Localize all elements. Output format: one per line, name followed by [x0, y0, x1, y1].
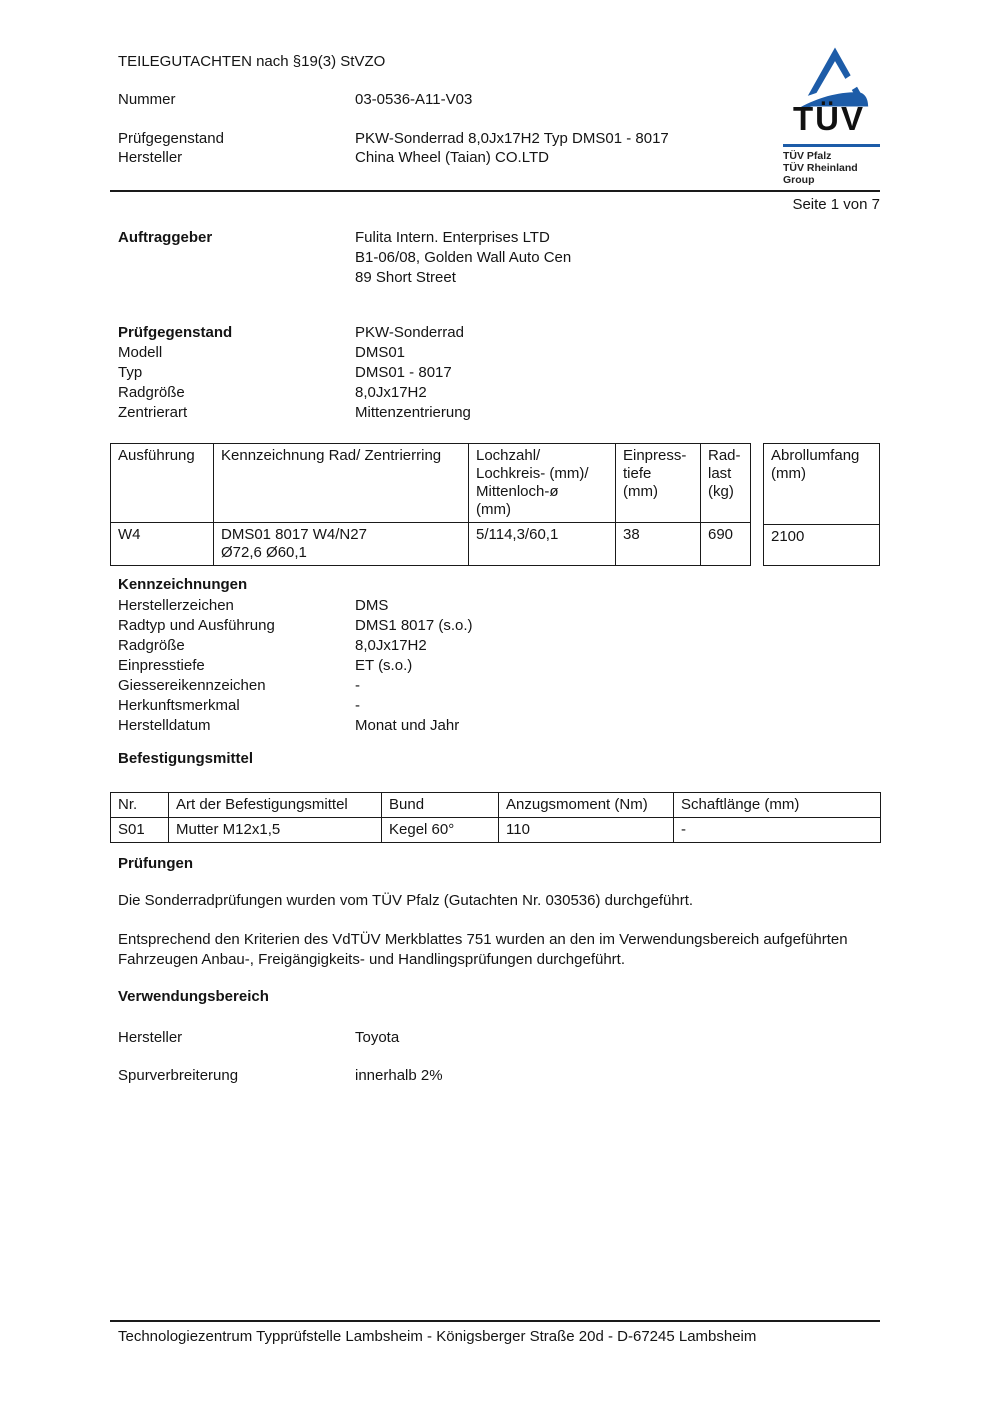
row-value: Mittenzentrierung [355, 404, 471, 421]
header-pruefgegenstand-row: Prüfgegenstand PKW-Sonderrad 8,0Jx17H2 Ty… [118, 129, 882, 149]
row-label: Prüfgegenstand [118, 324, 233, 341]
fastener-col-anzugsmoment: Anzugsmoment (Nm) [498, 792, 674, 818]
cell-einpresstiefe: 38 [615, 522, 701, 566]
pruefungen-heading: Prüfungen [118, 855, 193, 872]
nummer-value: 03-0536-A11-V03 [355, 91, 473, 108]
kennzeichnungen-heading: Kennzeichnungen [118, 576, 248, 593]
row-label: Modell [118, 344, 163, 361]
cell-abrollumfang: 2100 [763, 523, 880, 567]
row-value: ET (s.o.) [355, 657, 413, 674]
marking-row: Herstelldatum Monat und Jahr [118, 716, 882, 736]
row-value: - [355, 677, 360, 694]
nummer-label: Nummer [118, 91, 176, 108]
row-value: Toyota [355, 1029, 400, 1046]
verwendungsbereich-heading: Verwendungsbereich [118, 988, 269, 1005]
tuv-triangle-icon [798, 47, 869, 108]
row-label: Herstellerzeichen [118, 597, 234, 614]
abrollumfang-table: Abrollumfang (mm) 2100 [763, 443, 880, 567]
col-header-abrollumfang: Abrollumfang (mm) [763, 443, 880, 525]
marking-row: Herstellerzeichen DMS [118, 596, 882, 616]
fastener-cell-bund: Kegel 60° [381, 817, 499, 843]
testobject-row: Modell DMS01 [118, 343, 882, 363]
testobject-row: Prüfgegenstand PKW-Sonderrad [118, 323, 882, 343]
row-label: Radgröße [118, 384, 185, 401]
logo-org-line1: TÜV Pfalz [783, 150, 832, 162]
marking-row: Einpresstiefe ET (s.o.) [118, 656, 882, 676]
row-label: Typ [118, 364, 143, 381]
row-label: Giessereikennzeichen [118, 677, 266, 694]
marking-row: Herkunftsmerkmal - [118, 696, 882, 716]
fastener-col-schaftlaenge: Schaftlänge (mm) [673, 792, 881, 818]
auftraggeber-line3: 89 Short Street [355, 269, 456, 286]
header-hersteller-row: Hersteller China Wheel (Taian) CO.LTD [118, 148, 882, 168]
cell-kennzeichnung: DMS01 8017 W4/N27 Ø72,6 Ø60,1 [213, 522, 469, 566]
logo-org-line2: TÜV Rheinland Group [783, 162, 858, 186]
row-label: Einpresstiefe [118, 657, 205, 674]
fastener-table: Nr. Art der Befestigungsmittel Bund Anzu… [110, 792, 881, 843]
row-label: Radtyp und Ausführung [118, 617, 275, 634]
pruefungen-paragraph-2: Entsprechend den Kriterien des VdTÜV Mer… [118, 931, 848, 968]
pruefgegenstand-label: Prüfgegenstand [118, 130, 224, 147]
fastener-cell-schaftlaenge: - [673, 817, 881, 843]
cell-lochzahl: 5/114,3/60,1 [468, 522, 616, 566]
fastener-cell-nr: S01 [110, 817, 169, 843]
auftraggeber-line2: B1-06/08, Golden Wall Auto Cen [355, 249, 572, 266]
testobject-row: Typ DMS01 - 8017 [118, 363, 882, 383]
hersteller-value: China Wheel (Taian) CO.LTD [355, 149, 549, 166]
col-header-lochzahl: Lochzahl/ Lochkreis- (mm)/ Mittenloch-ø … [468, 443, 616, 523]
col-header-radlast: Rad- last (kg) [700, 443, 751, 523]
testobject-row: Zentrierart Mittenzentrierung [118, 403, 882, 423]
col-header-einpresstiefe: Einpress- tiefe (mm) [615, 443, 701, 523]
page-number: Seite 1 von 7 [792, 196, 880, 213]
footer-address: Technologiezentrum Typprüfstelle Lambshe… [118, 1328, 757, 1345]
col-header-kennzeichnung: Kennzeichnung Rad/ Zentrierring [213, 443, 469, 523]
doc-type-title: TEILEGUTACHTEN nach §19(3) StVZO [118, 53, 386, 70]
footer-rule [110, 1320, 880, 1322]
cell-ausfuehrung: W4 [110, 522, 214, 566]
auftraggeber-block: Auftraggeber Fulita Intern. Enterprises … [118, 228, 882, 288]
befestigungsmittel-heading: Befestigungsmittel [118, 750, 254, 767]
marking-row: Radgröße 8,0Jx17H2 [118, 636, 882, 656]
col-header-ausfuehrung: Ausführung [110, 443, 214, 523]
tuv-wordmark: TÜV [793, 100, 865, 137]
fastener-col-nr: Nr. [110, 792, 169, 818]
row-label: Zentrierart [118, 404, 188, 421]
header-nummer-row: Nummer 03-0536-A11-V03 [118, 90, 882, 110]
header-rule [110, 190, 880, 192]
row-label: Radgröße [118, 637, 185, 654]
row-value: - [355, 697, 360, 714]
row-value: 8,0Jx17H2 [355, 637, 427, 654]
marking-row: Giessereikennzeichen - [118, 676, 882, 696]
row-value: DMS [355, 597, 389, 614]
fastener-cell-art: Mutter M12x1,5 [168, 817, 382, 843]
fastener-col-art: Art der Befestigungsmittel [168, 792, 382, 818]
row-value: DMS1 8017 (s.o.) [355, 617, 473, 634]
fastener-col-bund: Bund [381, 792, 499, 818]
row-label: Herkunftsmerkmal [118, 697, 240, 714]
marking-row: Radtyp und Ausführung DMS1 8017 (s.o.) [118, 616, 882, 636]
auftraggeber-line1: Fulita Intern. Enterprises LTD [355, 229, 550, 246]
row-label: Hersteller [118, 1029, 183, 1046]
hersteller-label: Hersteller [118, 149, 183, 166]
wheel-spec-tables: Ausführung Kennzeichnung Rad/ Zentrierri… [110, 443, 880, 567]
row-value: 8,0Jx17H2 [355, 384, 427, 401]
pruefungen-paragraph-1: Die Sonderradprüfungen wurden vom TÜV Pf… [118, 892, 694, 909]
row-value: innerhalb 2% [355, 1067, 443, 1084]
usage-row: Hersteller Toyota [118, 1028, 882, 1048]
cell-radlast: 690 [700, 522, 751, 566]
testobject-row: Radgröße 8,0Jx17H2 [118, 383, 882, 403]
logo-underline [783, 144, 880, 147]
wheel-spec-table: Ausführung Kennzeichnung Rad/ Zentrierri… [110, 443, 751, 566]
usage-row: Spurverbreiterung innerhalb 2% [118, 1066, 882, 1086]
row-value: PKW-Sonderrad [355, 324, 464, 341]
row-label: Herstelldatum [118, 717, 211, 734]
pruefgegenstand-value: PKW-Sonderrad 8,0Jx17H2 Typ DMS01 - 8017 [355, 130, 669, 147]
row-value: Monat und Jahr [355, 717, 460, 734]
fastener-cell-anzugsmoment: 110 [498, 817, 674, 843]
row-value: DMS01 - 8017 [355, 364, 452, 381]
auftraggeber-label: Auftraggeber [118, 229, 213, 246]
row-value: DMS01 [355, 344, 406, 361]
row-label: Spurverbreiterung [118, 1067, 239, 1084]
